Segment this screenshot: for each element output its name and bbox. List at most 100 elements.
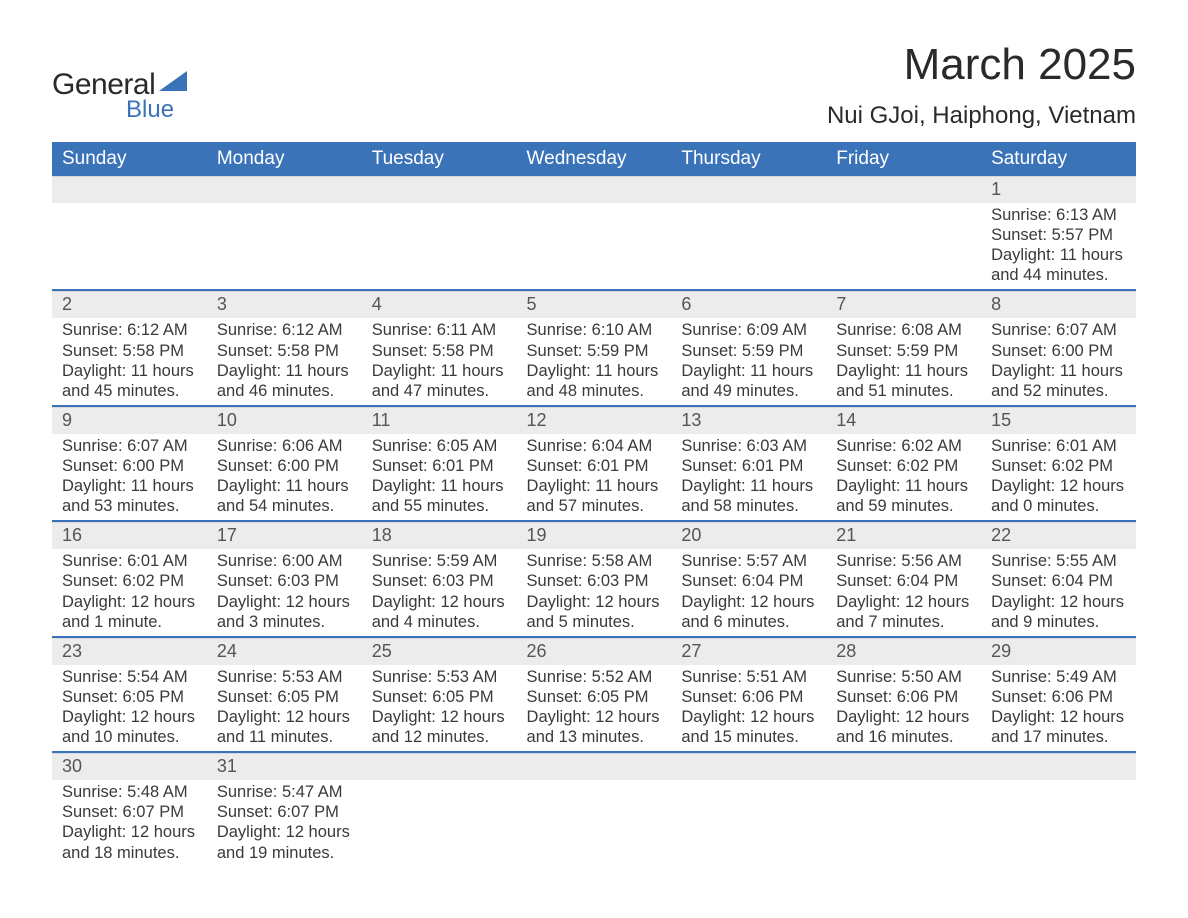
- day-number: 2: [52, 291, 207, 318]
- calendar-day-cell: 11Sunrise: 6:05 AMSunset: 6:01 PMDayligh…: [362, 406, 517, 521]
- sunset-text: Sunset: 6:05 PM: [62, 687, 197, 707]
- day-number: 14: [826, 407, 981, 434]
- day-details: Sunrise: 5:58 AMSunset: 6:03 PMDaylight:…: [517, 549, 672, 636]
- calendar-week-row: 16Sunrise: 6:01 AMSunset: 6:02 PMDayligh…: [52, 521, 1136, 636]
- day-number: [362, 753, 517, 780]
- daylight-text: Daylight: 12 hours and 12 minutes.: [372, 707, 507, 747]
- sunrise-text: Sunrise: 6:01 AM: [991, 436, 1126, 456]
- calendar-empty-cell: [52, 176, 207, 290]
- calendar-empty-cell: [362, 176, 517, 290]
- day-number: 23: [52, 638, 207, 665]
- sunset-text: Sunset: 6:02 PM: [62, 571, 197, 591]
- day-number: 19: [517, 522, 672, 549]
- day-details: Sunrise: 6:13 AMSunset: 5:57 PMDaylight:…: [981, 203, 1136, 290]
- sunset-text: Sunset: 5:58 PM: [217, 341, 352, 361]
- sunrise-text: Sunrise: 6:03 AM: [681, 436, 816, 456]
- day-number: [517, 753, 672, 780]
- calendar-day-cell: 23Sunrise: 5:54 AMSunset: 6:05 PMDayligh…: [52, 637, 207, 752]
- sunrise-text: Sunrise: 5:59 AM: [372, 551, 507, 571]
- sunset-text: Sunset: 6:01 PM: [372, 456, 507, 476]
- sunset-text: Sunset: 6:00 PM: [217, 456, 352, 476]
- calendar-day-cell: 15Sunrise: 6:01 AMSunset: 6:02 PMDayligh…: [981, 406, 1136, 521]
- sunrise-text: Sunrise: 6:13 AM: [991, 205, 1126, 225]
- calendar-day-cell: 20Sunrise: 5:57 AMSunset: 6:04 PMDayligh…: [671, 521, 826, 636]
- day-details: Sunrise: 5:52 AMSunset: 6:05 PMDaylight:…: [517, 665, 672, 752]
- day-number: 29: [981, 638, 1136, 665]
- calendar-day-cell: 24Sunrise: 5:53 AMSunset: 6:05 PMDayligh…: [207, 637, 362, 752]
- sunrise-text: Sunrise: 6:12 AM: [62, 320, 197, 340]
- weekday-header: Wednesday: [517, 142, 672, 176]
- daylight-text: Daylight: 11 hours and 47 minutes.: [372, 361, 507, 401]
- day-number: 5: [517, 291, 672, 318]
- day-number: [517, 176, 672, 203]
- daylight-text: Daylight: 11 hours and 53 minutes.: [62, 476, 197, 516]
- calendar-day-cell: 9Sunrise: 6:07 AMSunset: 6:00 PMDaylight…: [52, 406, 207, 521]
- day-number: [826, 176, 981, 203]
- day-number: 28: [826, 638, 981, 665]
- sunrise-text: Sunrise: 6:04 AM: [527, 436, 662, 456]
- weekday-header: Sunday: [52, 142, 207, 176]
- day-number: 25: [362, 638, 517, 665]
- calendar-empty-cell: [517, 752, 672, 866]
- day-number: 12: [517, 407, 672, 434]
- daylight-text: Daylight: 11 hours and 52 minutes.: [991, 361, 1126, 401]
- day-details: Sunrise: 6:01 AMSunset: 6:02 PMDaylight:…: [52, 549, 207, 636]
- sunset-text: Sunset: 6:06 PM: [991, 687, 1126, 707]
- weekday-header: Tuesday: [362, 142, 517, 176]
- day-number: 16: [52, 522, 207, 549]
- calendar-day-cell: 8Sunrise: 6:07 AMSunset: 6:00 PMDaylight…: [981, 290, 1136, 405]
- calendar-day-cell: 13Sunrise: 6:03 AMSunset: 6:01 PMDayligh…: [671, 406, 826, 521]
- day-details: Sunrise: 5:47 AMSunset: 6:07 PMDaylight:…: [207, 780, 362, 867]
- daylight-text: Daylight: 12 hours and 17 minutes.: [991, 707, 1126, 747]
- day-number: [671, 176, 826, 203]
- sunset-text: Sunset: 6:04 PM: [836, 571, 971, 591]
- day-number: 6: [671, 291, 826, 318]
- calendar-day-cell: 25Sunrise: 5:53 AMSunset: 6:05 PMDayligh…: [362, 637, 517, 752]
- sunrise-text: Sunrise: 6:11 AM: [372, 320, 507, 340]
- sunrise-text: Sunrise: 5:48 AM: [62, 782, 197, 802]
- day-details: [981, 780, 1136, 846]
- day-details: Sunrise: 6:01 AMSunset: 6:02 PMDaylight:…: [981, 434, 1136, 521]
- sunset-text: Sunset: 5:59 PM: [681, 341, 816, 361]
- sunset-text: Sunset: 6:02 PM: [991, 456, 1126, 476]
- day-details: [671, 780, 826, 846]
- calendar-empty-cell: [826, 752, 981, 866]
- sunset-text: Sunset: 6:07 PM: [62, 802, 197, 822]
- day-number: [362, 176, 517, 203]
- logo-triangle-icon: [159, 71, 187, 96]
- sunset-text: Sunset: 6:00 PM: [991, 341, 1126, 361]
- day-details: Sunrise: 6:03 AMSunset: 6:01 PMDaylight:…: [671, 434, 826, 521]
- sunset-text: Sunset: 5:58 PM: [372, 341, 507, 361]
- daylight-text: Daylight: 12 hours and 16 minutes.: [836, 707, 971, 747]
- calendar-empty-cell: [671, 176, 826, 290]
- day-number: 4: [362, 291, 517, 318]
- calendar-empty-cell: [517, 176, 672, 290]
- day-number: [671, 753, 826, 780]
- sunrise-text: Sunrise: 5:56 AM: [836, 551, 971, 571]
- day-details: Sunrise: 6:07 AMSunset: 6:00 PMDaylight:…: [981, 318, 1136, 405]
- sunrise-text: Sunrise: 5:57 AM: [681, 551, 816, 571]
- calendar-week-row: 23Sunrise: 5:54 AMSunset: 6:05 PMDayligh…: [52, 637, 1136, 752]
- header: General Blue March 2025 Nui GJoi, Haipho…: [52, 40, 1136, 130]
- calendar-day-cell: 16Sunrise: 6:01 AMSunset: 6:02 PMDayligh…: [52, 521, 207, 636]
- weekday-header: Thursday: [671, 142, 826, 176]
- sunrise-text: Sunrise: 6:02 AM: [836, 436, 971, 456]
- sunrise-text: Sunrise: 5:53 AM: [372, 667, 507, 687]
- daylight-text: Daylight: 12 hours and 0 minutes.: [991, 476, 1126, 516]
- sunset-text: Sunset: 5:59 PM: [527, 341, 662, 361]
- calendar-empty-cell: [981, 752, 1136, 866]
- sunrise-text: Sunrise: 6:06 AM: [217, 436, 352, 456]
- calendar-week-row: 2Sunrise: 6:12 AMSunset: 5:58 PMDaylight…: [52, 290, 1136, 405]
- sunset-text: Sunset: 5:58 PM: [62, 341, 197, 361]
- daylight-text: Daylight: 12 hours and 7 minutes.: [836, 592, 971, 632]
- calendar-day-cell: 5Sunrise: 6:10 AMSunset: 5:59 PMDaylight…: [517, 290, 672, 405]
- day-details: [671, 203, 826, 269]
- day-number: 1: [981, 176, 1136, 203]
- day-details: Sunrise: 5:53 AMSunset: 6:05 PMDaylight:…: [207, 665, 362, 752]
- day-number: 8: [981, 291, 1136, 318]
- calendar-day-cell: 26Sunrise: 5:52 AMSunset: 6:05 PMDayligh…: [517, 637, 672, 752]
- calendar-day-cell: 31Sunrise: 5:47 AMSunset: 6:07 PMDayligh…: [207, 752, 362, 866]
- day-number: 18: [362, 522, 517, 549]
- weekday-header: Saturday: [981, 142, 1136, 176]
- day-details: [826, 203, 981, 269]
